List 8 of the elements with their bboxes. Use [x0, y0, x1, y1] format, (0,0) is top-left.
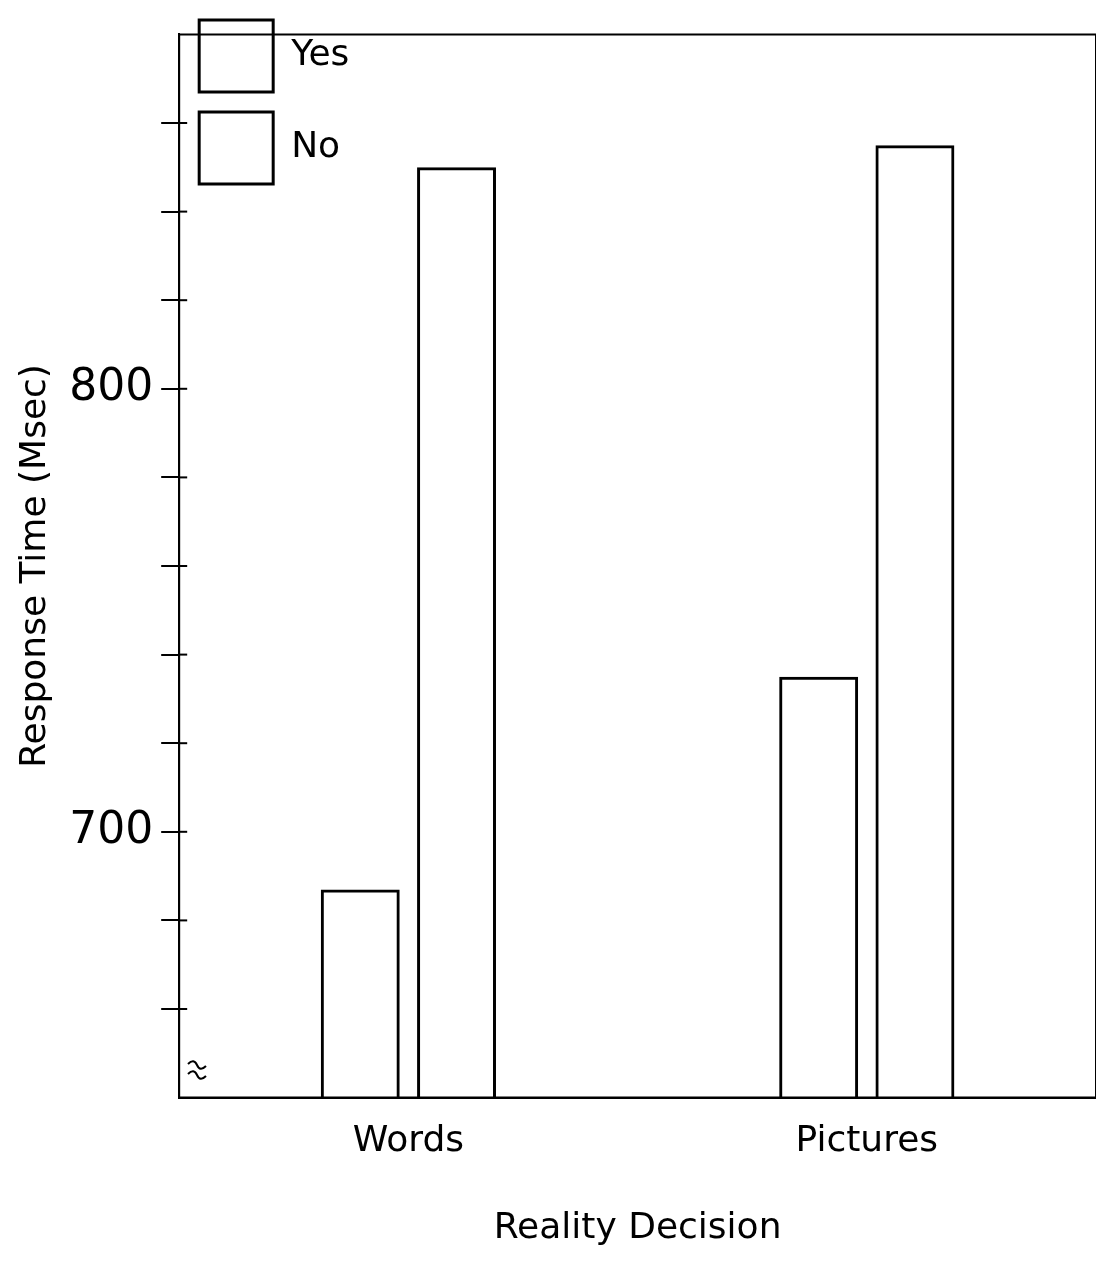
y-tick-label: 800: [69, 359, 154, 411]
legend-label: Yes: [290, 32, 350, 74]
legend-label: No: [291, 124, 341, 166]
x-tick-label: Pictures: [795, 1117, 939, 1159]
x-axis-title: Reality Decision: [493, 1204, 782, 1246]
x-tick-label: Words: [352, 1117, 465, 1159]
y-tick-label: 700: [69, 802, 154, 854]
y-axis-title: Response Time (Msec): [11, 364, 53, 768]
